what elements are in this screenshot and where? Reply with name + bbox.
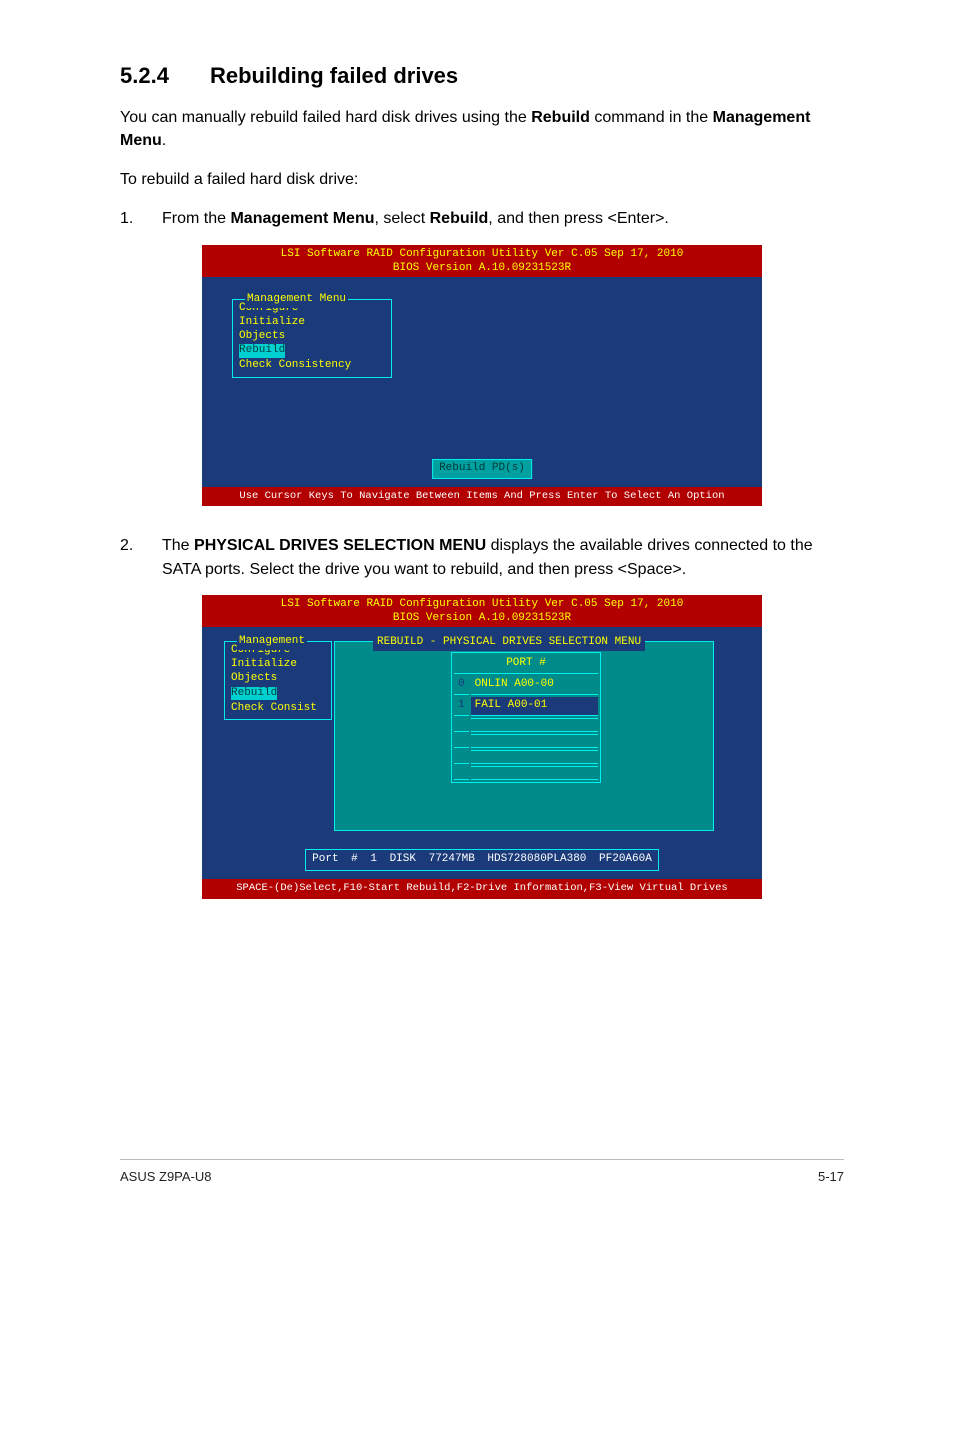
port-header: PORT #: [454, 655, 598, 674]
port-row-selected[interactable]: 1 FAIL A00-01: [454, 697, 598, 716]
intro-paragraph-2: To rebuild a failed hard disk drive:: [120, 168, 844, 191]
bios-footer: Use Cursor Keys To Navigate Between Item…: [202, 487, 762, 506]
rebuild-selection-panel: REBUILD - PHYSICAL DRIVES SELECTION MENU…: [334, 641, 714, 831]
section-heading: 5.2.4Rebuilding failed drives: [120, 60, 844, 92]
page-footer: ASUS Z9PA-U8 5-17: [120, 1159, 844, 1187]
bios-screenshot-1: LSI Software RAID Configuration Utility …: [202, 245, 762, 507]
port-table: PORT # 0 ONLIN A00-00 1 FAIL A00-01: [451, 652, 601, 783]
bios-header: LSI Software RAID Configuration Utility …: [202, 595, 762, 628]
footer-right: 5-17: [818, 1168, 844, 1187]
step-body: From the Management Menu, select Rebuild…: [162, 207, 844, 230]
text: command in the: [590, 109, 713, 126]
menu-item-rebuild[interactable]: Rebuild: [239, 344, 285, 358]
port-blank: [471, 734, 598, 748]
menu-item-initialize[interactable]: Initialize: [239, 316, 385, 330]
bios-header-line1: LSI Software RAID Configuration Utility …: [281, 598, 684, 610]
menu-item-check-consistency[interactable]: Check Consistency: [239, 359, 385, 373]
management-menu[interactable]: Management Menu Configure Initialize Obj…: [232, 299, 392, 378]
bios-header-line2: BIOS Version A.10.09231523R: [393, 612, 571, 624]
port-index: 0: [454, 676, 469, 695]
text-bold: Rebuild: [531, 109, 590, 126]
port-blank: [454, 734, 469, 748]
text-bold: PHYSICAL DRIVES SELECTION MENU: [194, 537, 486, 554]
text: , and then press <Enter>.: [488, 210, 669, 227]
management-menu-title: Management: [237, 634, 307, 650]
menu-item-check-consist[interactable]: Check Consist: [231, 702, 325, 716]
menu-item-objects[interactable]: Objects: [239, 330, 385, 344]
text-bold: Management Menu: [230, 210, 374, 227]
section-title: Rebuilding failed drives: [210, 63, 458, 88]
bios-header-line2: BIOS Version A.10.09231523R: [393, 262, 571, 274]
intro-paragraph-1: You can manually rebuild failed hard dis…: [120, 106, 844, 152]
text-bold: Rebuild: [430, 210, 489, 227]
step-1: 1. From the Management Menu, select Rebu…: [120, 207, 844, 230]
rebuild-pd-button[interactable]: Rebuild PD(s): [432, 459, 532, 479]
port-index: 1: [454, 697, 469, 716]
port-label: ONLIN A00-00: [471, 676, 598, 695]
bios-screenshot-2: LSI Software RAID Configuration Utility …: [202, 595, 762, 899]
text: From the: [162, 210, 230, 227]
drive-info-box: Port # 1 DISK 77247MB HDS728080PLA380 PF…: [305, 849, 659, 871]
step-body: The PHYSICAL DRIVES SELECTION MENU displ…: [162, 534, 844, 580]
text: , select: [374, 210, 429, 227]
menu-item-rebuild[interactable]: Rebuild: [231, 687, 277, 701]
step-2: 2. The PHYSICAL DRIVES SELECTION MENU di…: [120, 534, 844, 580]
section-number: 5.2.4: [120, 60, 210, 92]
port-blank: [471, 718, 598, 732]
step-number: 1.: [120, 207, 162, 230]
text: The: [162, 537, 194, 554]
bios-header-line1: LSI Software RAID Configuration Utility …: [281, 248, 684, 260]
management-menu-title: Management Menu: [245, 292, 348, 308]
bios-footer: SPACE-(De)Select,F10-Start Rebuild,F2-Dr…: [202, 879, 762, 898]
footer-left: ASUS Z9PA-U8: [120, 1168, 212, 1187]
port-label: FAIL A00-01: [471, 697, 598, 716]
bios-body: Management Menu Configure Initialize Obj…: [202, 277, 762, 487]
menu-item-objects[interactable]: Objects: [231, 672, 325, 686]
port-blank: [471, 750, 598, 764]
bios-body: Management Configure Initialize Objects …: [202, 627, 762, 879]
step-number: 2.: [120, 534, 162, 580]
port-row[interactable]: 0 ONLIN A00-00: [454, 676, 598, 695]
port-blank: [454, 750, 469, 764]
bios-header: LSI Software RAID Configuration Utility …: [202, 245, 762, 278]
rebuild-panel-title: REBUILD - PHYSICAL DRIVES SELECTION MENU: [373, 635, 645, 651]
port-blank: [454, 718, 469, 732]
text: .: [162, 132, 166, 149]
port-blank: [454, 766, 469, 780]
port-blank: [471, 766, 598, 780]
management-menu[interactable]: Management Configure Initialize Objects …: [224, 641, 332, 720]
menu-item-initialize[interactable]: Initialize: [231, 658, 325, 672]
text: You can manually rebuild failed hard dis…: [120, 109, 531, 126]
